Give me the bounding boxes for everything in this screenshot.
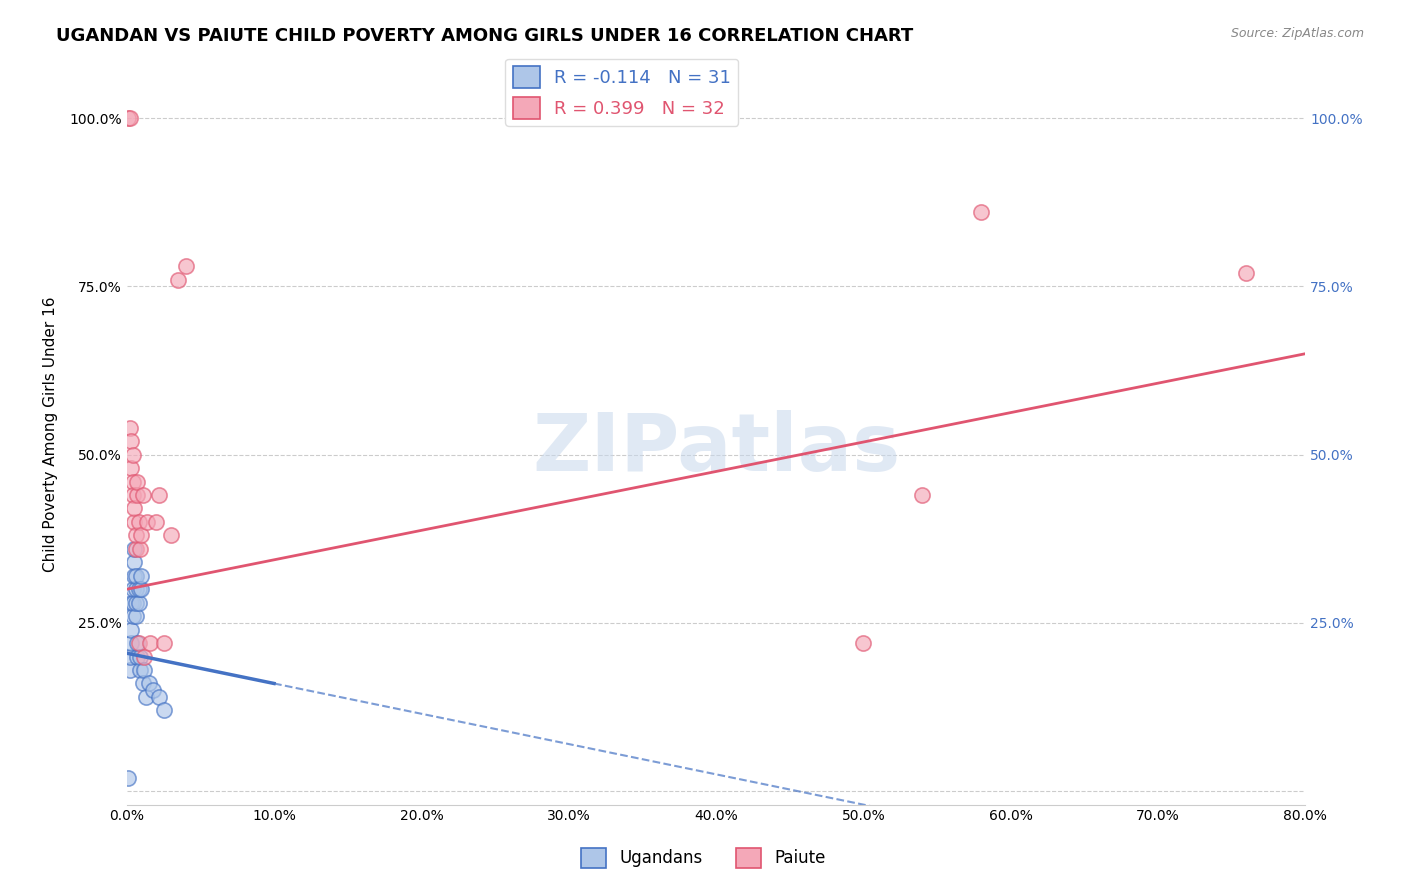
Point [118, 649, 141, 664]
Point [134, 649, 156, 664]
Point [120, 596, 142, 610]
Point [120, 461, 142, 475]
Point [124, 609, 146, 624]
Point [124, 596, 146, 610]
Point [121, 488, 143, 502]
Point [131, 528, 153, 542]
Point [124, 541, 146, 556]
Point [117, 771, 139, 785]
Point [132, 676, 155, 690]
Point [167, 273, 190, 287]
Point [129, 649, 152, 664]
Point [138, 676, 160, 690]
Point [122, 555, 145, 569]
Point [132, 488, 155, 502]
Point [142, 683, 165, 698]
Point [129, 663, 152, 677]
Point [136, 515, 159, 529]
Point [1236, 266, 1258, 280]
Y-axis label: Child Poverty Among Girls Under 16: Child Poverty Among Girls Under 16 [44, 297, 58, 572]
Point [131, 582, 153, 597]
Point [160, 528, 183, 542]
Point [125, 636, 148, 650]
Point [125, 475, 148, 489]
Point [124, 582, 146, 597]
Point [124, 528, 146, 542]
Point [121, 596, 143, 610]
Point [148, 690, 170, 704]
Point [128, 515, 150, 529]
Point [131, 569, 153, 583]
Point [117, 111, 139, 125]
Point [125, 649, 148, 664]
Point [128, 636, 150, 650]
Point [911, 488, 934, 502]
Text: UGANDAN VS PAIUTE CHILD POVERTY AMONG GIRLS UNDER 16 CORRELATION CHART: UGANDAN VS PAIUTE CHILD POVERTY AMONG GI… [56, 27, 914, 45]
Point [121, 448, 143, 462]
Point [124, 569, 146, 583]
Point [134, 663, 156, 677]
Point [122, 515, 145, 529]
Point [120, 636, 142, 650]
Point [129, 541, 152, 556]
Point [145, 515, 167, 529]
Legend: R = -0.114   N = 31, R = 0.399   N = 32: R = -0.114 N = 31, R = 0.399 N = 32 [505, 59, 738, 126]
Point [120, 434, 142, 449]
Point [125, 488, 148, 502]
Point [120, 623, 142, 637]
Legend: Ugandans, Paiute: Ugandans, Paiute [574, 841, 832, 875]
Point [152, 636, 174, 650]
Point [970, 205, 993, 219]
Point [118, 663, 141, 677]
Point [118, 421, 141, 435]
Point [122, 501, 145, 516]
Point [128, 582, 150, 597]
Point [121, 609, 143, 624]
Point [128, 596, 150, 610]
Point [122, 569, 145, 583]
Point [121, 475, 143, 489]
Point [148, 488, 170, 502]
Point [152, 703, 174, 717]
Point [174, 259, 197, 273]
Point [139, 636, 162, 650]
Point [118, 111, 141, 125]
Point [122, 541, 145, 556]
Point [852, 636, 875, 650]
Point [121, 582, 143, 597]
Text: Source: ZipAtlas.com: Source: ZipAtlas.com [1230, 27, 1364, 40]
Point [135, 690, 157, 704]
Text: ZIPatlas: ZIPatlas [531, 410, 900, 488]
